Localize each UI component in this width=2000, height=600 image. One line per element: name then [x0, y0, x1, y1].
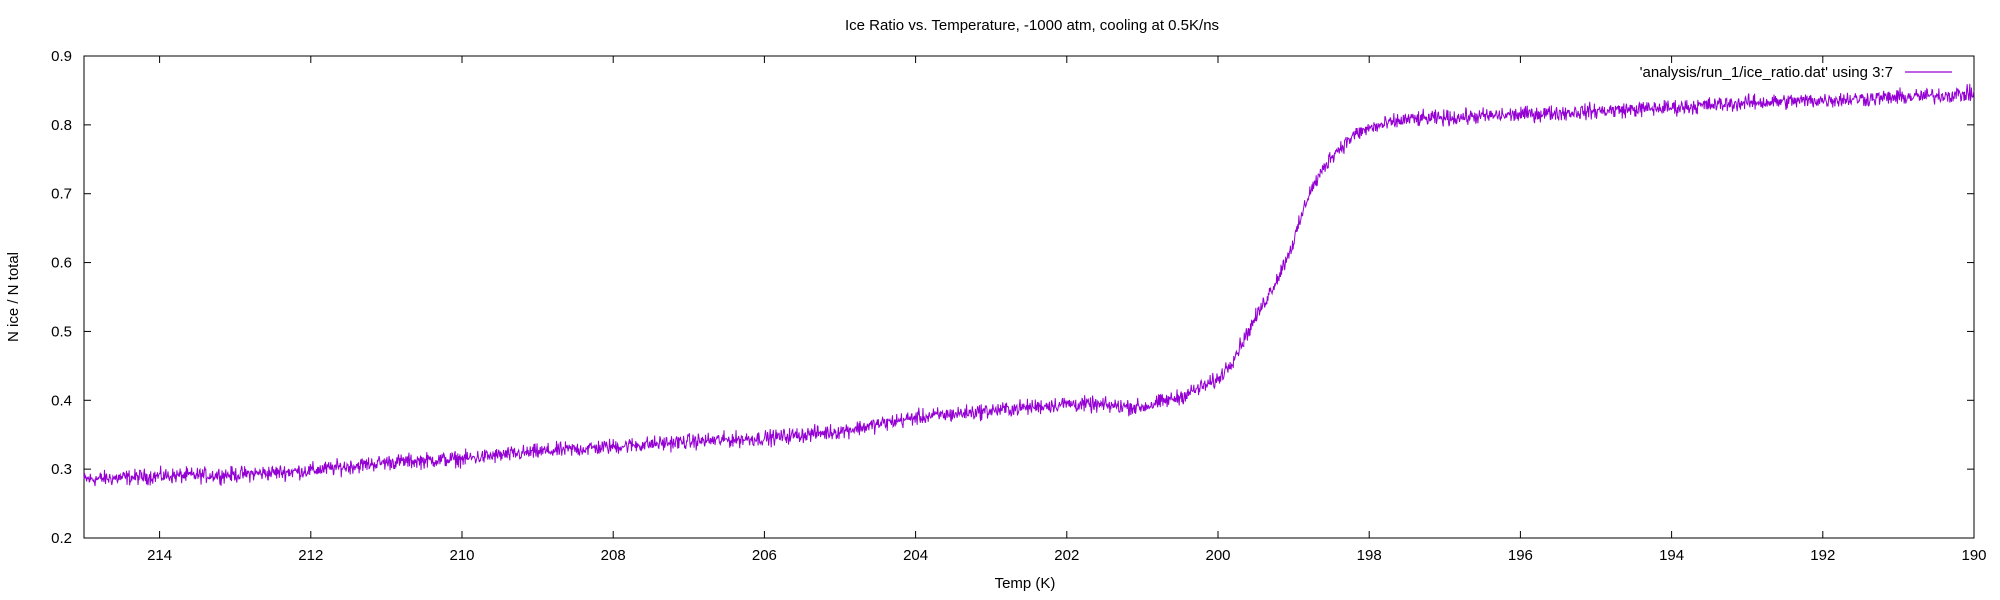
y-tick-label: 0.4: [51, 392, 72, 409]
x-tick-labels: 214 212 210 208 206 204 202 200 198 196 194 192 190: [147, 547, 1986, 564]
x-tick-label: 192: [1810, 547, 1835, 564]
y-tick-label: 0.3: [51, 461, 72, 478]
x-tick-label: 202: [1054, 547, 1079, 564]
x-tick-label: 214: [147, 547, 172, 564]
series-group: [83, 83, 1975, 487]
x-tick-label: 212: [298, 547, 323, 564]
plot-frame: [83, 55, 1975, 539]
x-tick-label: 198: [1357, 547, 1382, 564]
y-tick-labels: 0.2 0.3 0.4 0.5 0.6 0.7 0.8 0.9: [51, 48, 72, 547]
chart-title: Ice Ratio vs. Temperature, -1000 atm, co…: [845, 17, 1219, 34]
x-axis-label: Temp (K): [995, 575, 1056, 592]
axis-ticks: [84, 55, 1975, 539]
y-tick-label: 0.8: [51, 117, 72, 134]
x-tick-label: 190: [1961, 547, 1986, 564]
y-tick-label: 0.5: [51, 323, 72, 340]
series-line-0: [83, 83, 1975, 487]
y-tick-label: 0.2: [51, 530, 72, 547]
x-tick-label: 206: [752, 547, 777, 564]
x-tick-label: 210: [449, 547, 474, 564]
legend-entry-label: 'analysis/run_1/ice_ratio.dat' using 3:7: [1640, 64, 1893, 81]
y-tick-label: 0.6: [51, 255, 72, 272]
x-tick-label: 196: [1508, 547, 1533, 564]
x-tick-label: 208: [601, 547, 626, 564]
legend: 'analysis/run_1/ice_ratio.dat' using 3:7: [1640, 64, 1952, 81]
x-tick-label: 194: [1659, 547, 1684, 564]
y-tick-label: 0.7: [51, 186, 72, 203]
x-tick-label: 204: [903, 547, 928, 564]
y-axis-label: N ice / N total: [5, 252, 22, 342]
y-tick-label: 0.9: [51, 48, 72, 65]
x-tick-label: 200: [1205, 547, 1230, 564]
